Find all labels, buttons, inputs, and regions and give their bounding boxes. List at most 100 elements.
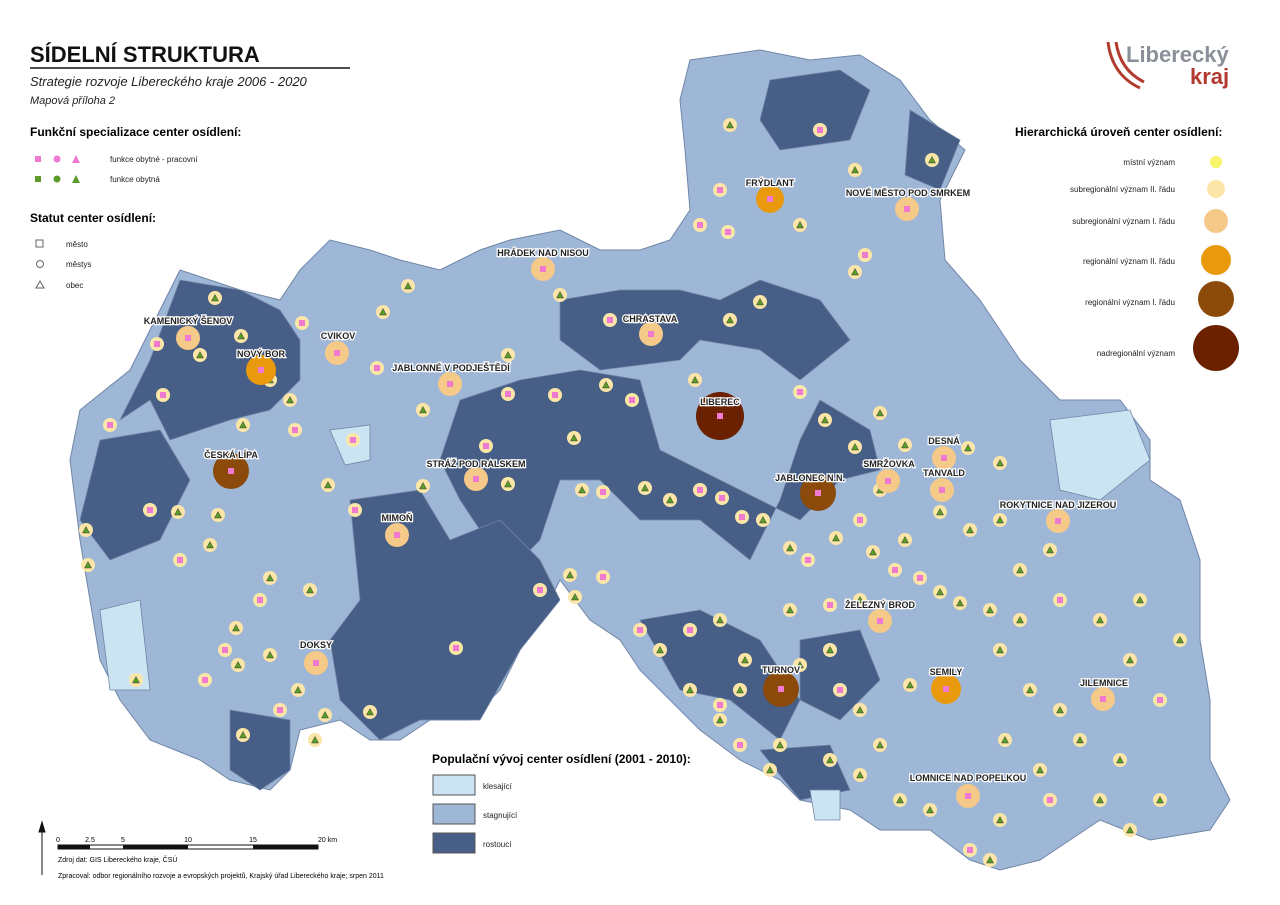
declining-areas <box>99 409 1151 821</box>
settlement <box>936 508 944 516</box>
city-label: FRÝDLANT <box>746 177 795 188</box>
settlement <box>571 593 579 601</box>
settlement <box>1096 796 1104 804</box>
settlement <box>756 298 764 306</box>
settlement <box>637 627 643 633</box>
settlement <box>786 606 794 614</box>
settlement <box>726 121 734 129</box>
settlement <box>1026 686 1034 694</box>
legend-label: město <box>66 240 88 249</box>
area <box>329 489 561 741</box>
logo-mark <box>1106 41 1145 90</box>
settlement <box>222 647 228 653</box>
settlement <box>84 561 92 569</box>
settlement <box>926 806 934 814</box>
settlement <box>686 686 694 694</box>
settlement <box>996 459 1004 467</box>
center-marker <box>394 532 400 538</box>
center-marker <box>1100 696 1106 702</box>
legend-title: Funkční specializace center osídlení: <box>30 125 241 139</box>
scale-bar: 0 2.5 5 10 15 20 km <box>38 820 337 875</box>
settlement <box>776 741 784 749</box>
settlement <box>483 443 489 449</box>
city-label: HRÁDEK NAD NISOU <box>497 248 589 258</box>
settlement <box>1096 616 1104 624</box>
center-marker <box>885 478 891 484</box>
settlement <box>277 707 283 713</box>
area <box>559 279 851 381</box>
settlement <box>901 441 909 449</box>
city-label: CHRASTAVA <box>623 314 678 324</box>
settlement <box>1016 566 1024 574</box>
settlement <box>239 421 247 429</box>
scale-label: 20 km <box>318 837 337 844</box>
scale-label: 0 <box>56 837 60 844</box>
settlement <box>299 320 305 326</box>
legend-title: Statut center osídlení: <box>30 211 156 225</box>
symbol <box>72 175 80 183</box>
settlement <box>641 484 649 492</box>
settlement <box>147 507 153 513</box>
settlement <box>629 397 635 403</box>
settlement <box>851 166 859 174</box>
title: SÍDELNÍ STRUKTURA <box>30 42 260 67</box>
legend-title: Hierarchická úroveň center osídlení: <box>1015 125 1222 139</box>
settlement <box>717 702 723 708</box>
settlement <box>737 742 743 748</box>
settlement <box>691 376 699 384</box>
center-marker <box>185 335 191 341</box>
city-label: ROKYTNICE NAD JIZEROU <box>1000 500 1117 510</box>
center-marker <box>943 686 949 692</box>
settlement <box>306 586 314 594</box>
source: Zdroj dat: GIS Libereckého kraje, ČSÚ <box>58 855 177 864</box>
settlement <box>177 557 183 563</box>
city-label: SEMILY <box>930 667 963 677</box>
settlement <box>856 771 864 779</box>
settlement <box>901 536 909 544</box>
settlement <box>827 602 833 608</box>
settlement <box>552 392 558 398</box>
area <box>79 429 191 561</box>
legend-label: nadregionální význam <box>1097 349 1176 358</box>
settlement <box>862 252 868 258</box>
center-marker <box>877 618 883 624</box>
settlement <box>1126 826 1134 834</box>
legend-label: regionální význam II. řádu <box>1083 257 1175 266</box>
settlement <box>607 317 613 323</box>
settlement <box>1057 597 1063 603</box>
legend-function: Funkční specializace center osídlení: fu… <box>30 125 241 184</box>
legend-label: rostoucí <box>483 840 512 849</box>
center-marker <box>815 490 821 496</box>
settlement <box>986 856 994 864</box>
center-marker <box>904 206 910 212</box>
settlement <box>786 544 794 552</box>
settlement <box>856 706 864 714</box>
center-marker <box>939 487 945 493</box>
settlement <box>350 437 356 443</box>
symbol <box>35 176 41 182</box>
settlement <box>266 651 274 659</box>
settlement <box>876 409 884 417</box>
scale <box>123 845 188 849</box>
legend-label: městys <box>66 260 91 269</box>
settlement <box>453 645 459 651</box>
center-marker <box>648 331 654 337</box>
settlement <box>687 627 693 633</box>
settlement <box>996 816 1004 824</box>
center-marker <box>258 367 264 373</box>
settlement <box>857 517 863 523</box>
area <box>99 599 151 691</box>
settlement <box>321 711 329 719</box>
settlement <box>570 434 578 442</box>
settlement <box>566 571 574 579</box>
city-label: TURNOV <box>762 665 800 675</box>
city-label: NOVÉ MĚSTO POD SMRKEM <box>846 187 970 198</box>
symbol <box>35 239 44 248</box>
settlement <box>876 741 884 749</box>
city-label: STRÁŽ POD RALSKEM <box>427 458 526 469</box>
area <box>809 789 841 821</box>
settlement <box>896 796 904 804</box>
settlement <box>1156 796 1164 804</box>
settlement <box>324 481 332 489</box>
center-marker <box>540 266 546 272</box>
